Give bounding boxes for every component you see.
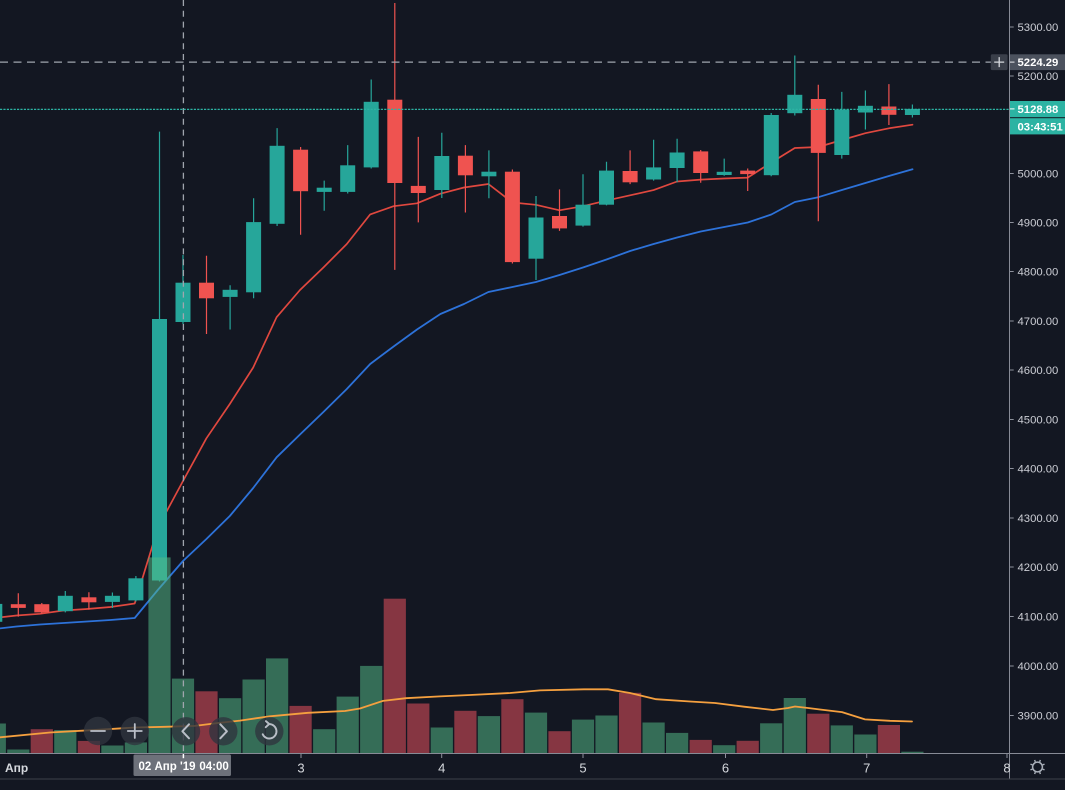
svg-text:02 Апр '19: 02 Апр '19 xyxy=(139,761,196,773)
svg-text:4000.00: 4000.00 xyxy=(1018,661,1059,673)
svg-text:4600.00: 4600.00 xyxy=(1018,365,1059,377)
svg-text:4700.00: 4700.00 xyxy=(1018,316,1059,328)
svg-text:03:43:51: 03:43:51 xyxy=(1018,121,1063,133)
svg-text:3: 3 xyxy=(297,761,304,776)
svg-text:4500.00: 4500.00 xyxy=(1018,415,1059,427)
svg-text:7: 7 xyxy=(863,761,870,776)
svg-text:5200.00: 5200.00 xyxy=(1018,71,1059,83)
svg-text:5000.00: 5000.00 xyxy=(1018,169,1059,181)
svg-text:4900.00: 4900.00 xyxy=(1018,218,1059,230)
svg-text:Апр: Апр xyxy=(5,761,28,775)
svg-text:4100.00: 4100.00 xyxy=(1018,612,1059,624)
svg-text:5300.00: 5300.00 xyxy=(1018,22,1059,34)
svg-text:3900.00: 3900.00 xyxy=(1018,711,1059,723)
svg-text:4: 4 xyxy=(438,761,445,776)
svg-text:5: 5 xyxy=(579,761,586,776)
svg-text:4400.00: 4400.00 xyxy=(1018,464,1059,476)
svg-text:8: 8 xyxy=(1003,761,1010,776)
svg-text:5128.88: 5128.88 xyxy=(1018,104,1059,116)
svg-text:4200.00: 4200.00 xyxy=(1018,562,1059,574)
svg-text:4300.00: 4300.00 xyxy=(1018,513,1059,525)
svg-text:6: 6 xyxy=(722,761,729,776)
svg-text:4800.00: 4800.00 xyxy=(1018,267,1059,279)
svg-text:5224.29: 5224.29 xyxy=(1018,57,1059,69)
svg-text:04:00: 04:00 xyxy=(199,761,228,773)
